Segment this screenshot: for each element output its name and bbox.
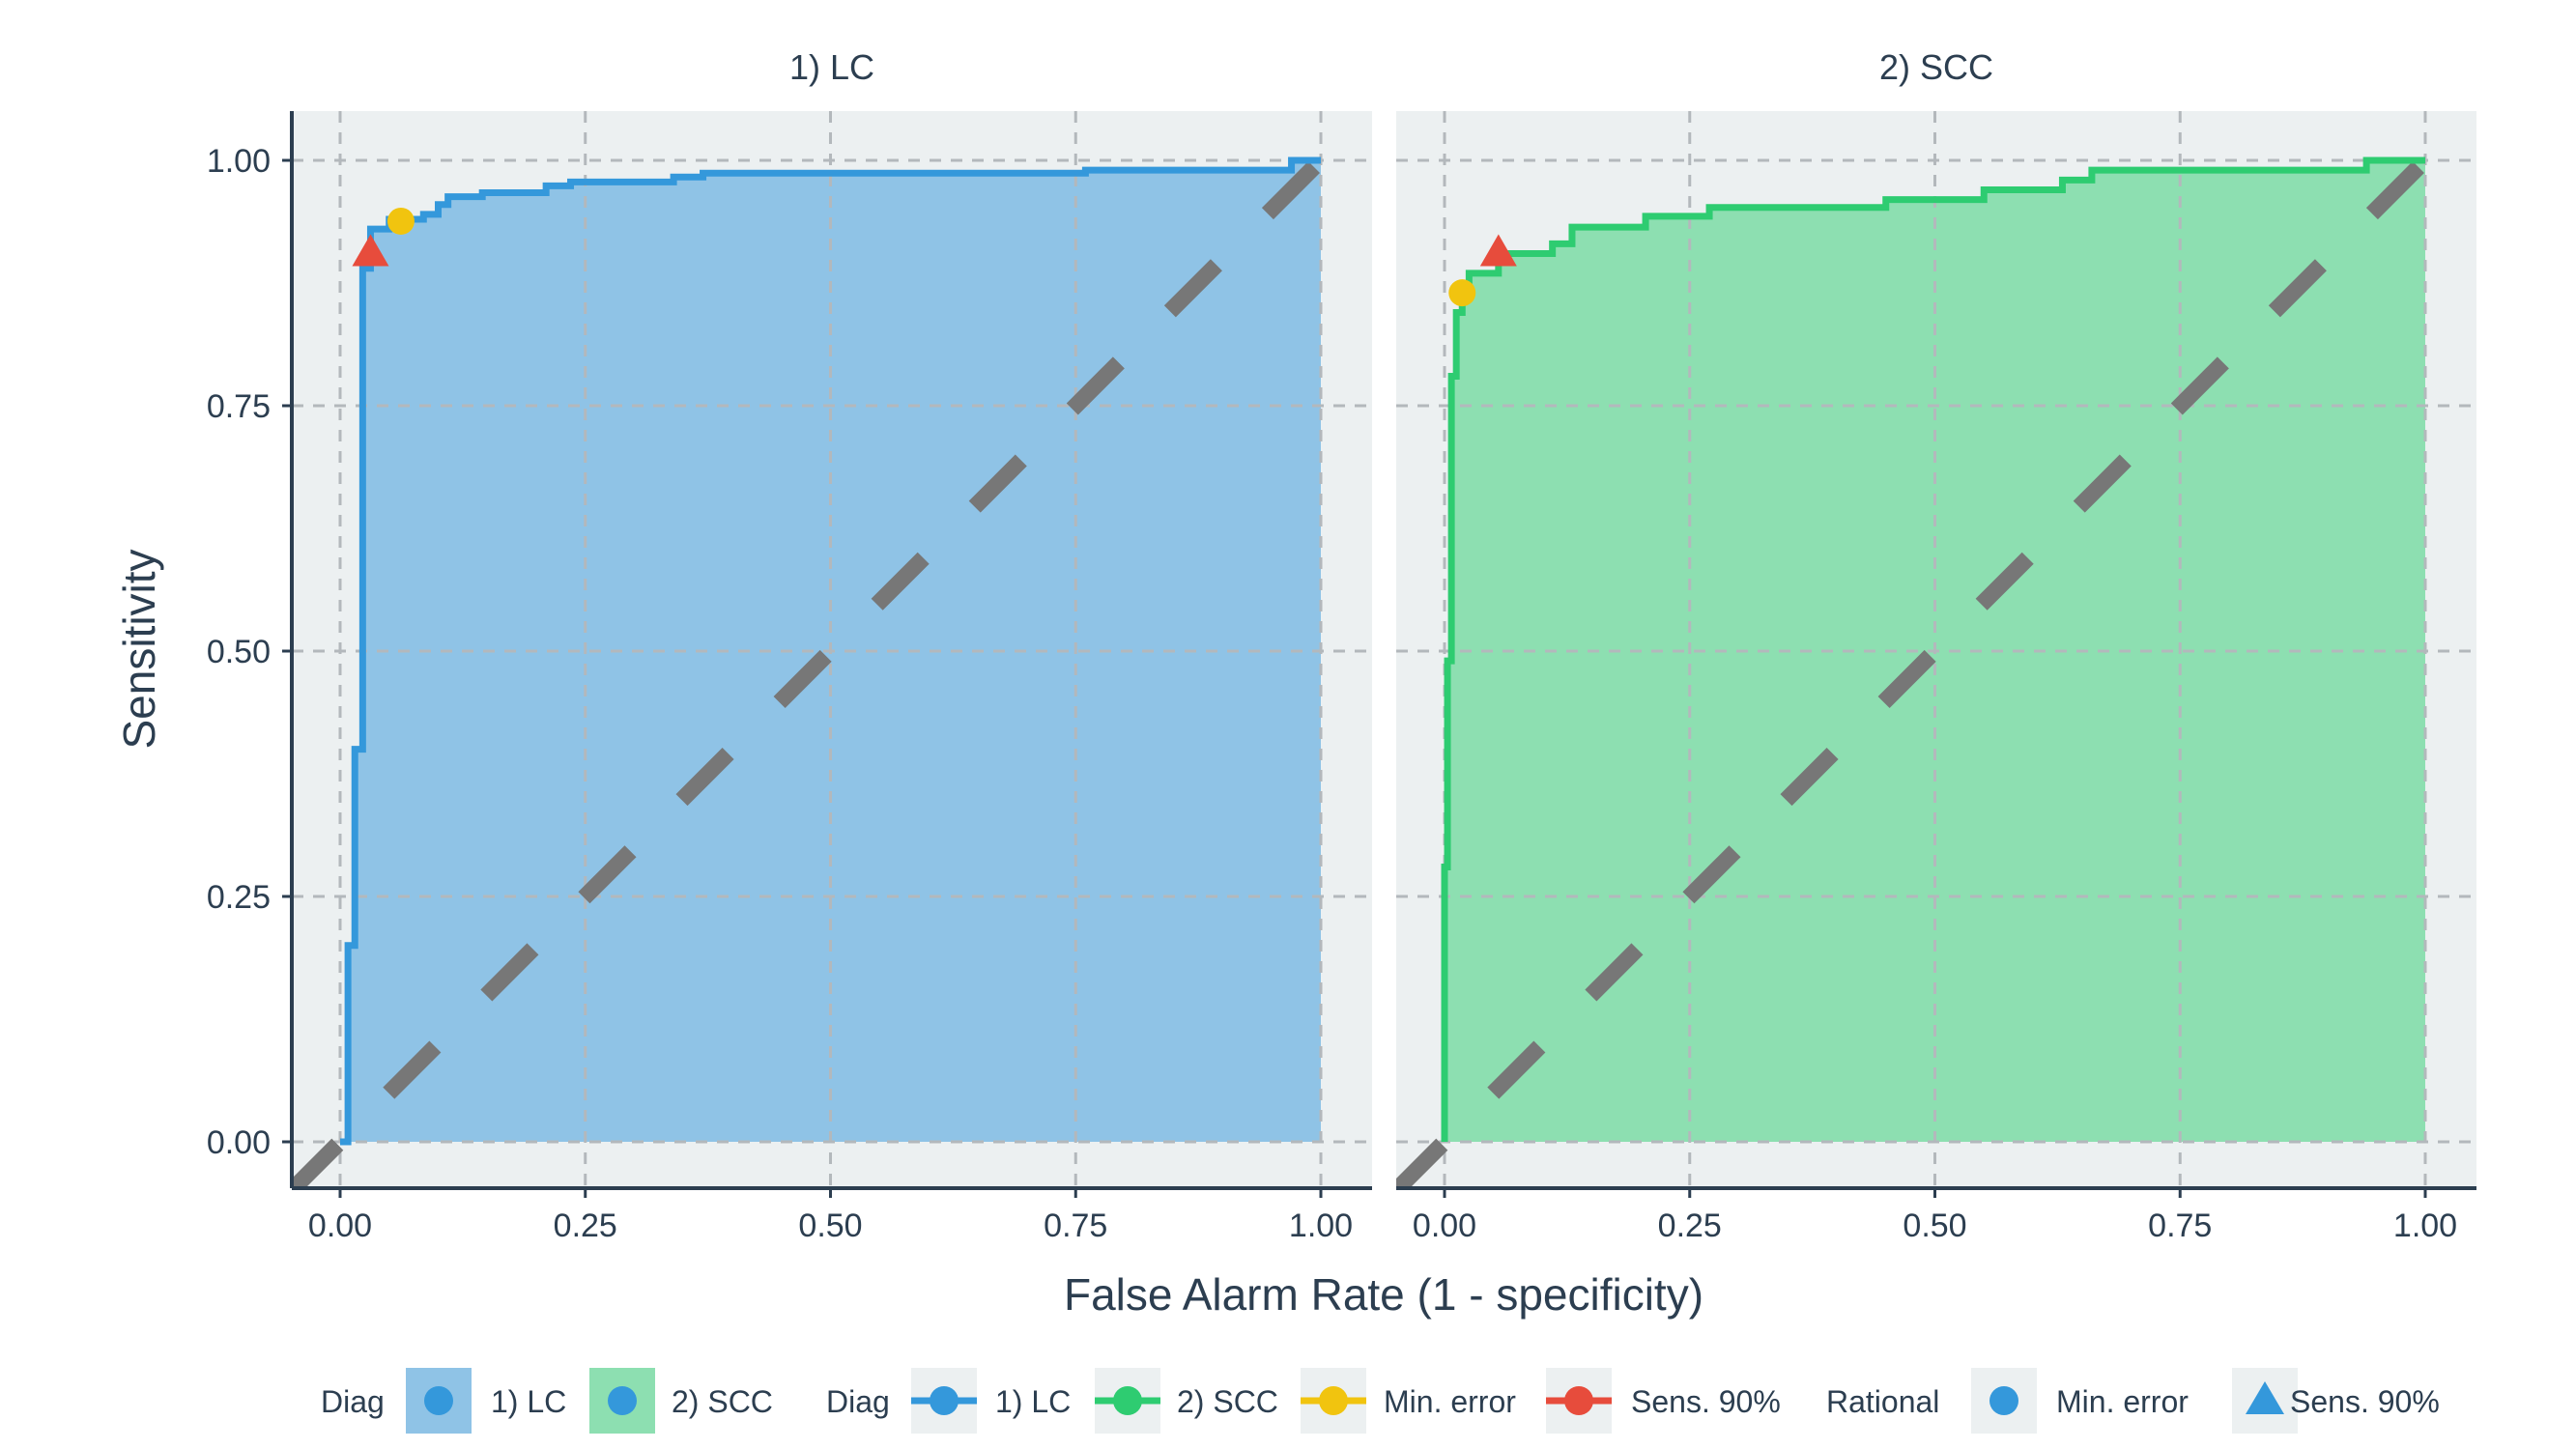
reference-diagonal-group bbox=[1396, 154, 2432, 1188]
panel-strip-title: 2) SCC bbox=[1879, 47, 1993, 87]
legend-label: 2) SCC bbox=[672, 1384, 773, 1419]
reference-diagonal-line bbox=[1396, 154, 2432, 1188]
panel-strip-title: 1) LC bbox=[789, 47, 874, 87]
y-tick-label: 0.75 bbox=[207, 388, 271, 425]
x-axes: 0.00 0.25 0.50 0.75 1.00 0.00 0.25 0.50 0.75 1.00 bbox=[292, 1186, 2476, 1244]
reference-diagonal-group bbox=[292, 154, 1328, 1188]
legend-label: Min. error bbox=[1384, 1384, 1516, 1419]
legend-key-point bbox=[424, 1386, 453, 1415]
legend: Diag 1) LC 2) SCC Diag 1) LC 2) SCC Min. error… bbox=[321, 1368, 2440, 1434]
legend-key-point bbox=[1319, 1386, 1348, 1415]
x-tick-label: 0.25 bbox=[1658, 1208, 1722, 1244]
legend-title: Diag bbox=[321, 1384, 385, 1419]
x-tick-label: 0.50 bbox=[798, 1208, 862, 1244]
legend-key-triangle bbox=[2246, 1381, 2284, 1414]
roc-curve-line bbox=[340, 156, 1321, 1146]
legend-key-circle bbox=[1989, 1386, 2018, 1415]
y-tick-label: 0.25 bbox=[207, 879, 271, 916]
min-error-point bbox=[386, 207, 415, 235]
legend-key-point bbox=[930, 1386, 959, 1415]
x-tick-label: 0.25 bbox=[554, 1208, 617, 1244]
legend-title: Rational bbox=[1826, 1384, 1939, 1419]
sens-90-point bbox=[1479, 234, 1517, 267]
legend-key-point bbox=[1564, 1386, 1593, 1415]
x-tick-label: 0.75 bbox=[2148, 1208, 2212, 1244]
y-tick-label: 0.00 bbox=[207, 1124, 271, 1161]
legend-label: 1) LC bbox=[491, 1384, 566, 1419]
x-tick-label: 0.75 bbox=[1044, 1208, 1107, 1244]
legend-label: Min. error bbox=[2056, 1384, 2189, 1419]
legend-label: Sens. 90% bbox=[2290, 1384, 2440, 1419]
reference-diagonal-line bbox=[292, 154, 1328, 1188]
min-error-point bbox=[1448, 279, 1476, 307]
sens-90-point bbox=[352, 234, 389, 267]
legend-title: Diag bbox=[826, 1384, 890, 1419]
y-axis: 0.00 0.25 0.50 0.75 1.00 bbox=[207, 111, 294, 1188]
panel-lc: 1) LC bbox=[292, 47, 1372, 1188]
legend-key-point bbox=[1113, 1386, 1142, 1415]
x-tick-label: 0.00 bbox=[308, 1208, 372, 1244]
y-tick-label: 1.00 bbox=[207, 143, 271, 180]
legend-label: Sens. 90% bbox=[1631, 1384, 1781, 1419]
y-axis-title: Sensitivity bbox=[114, 549, 164, 749]
y-tick-label: 0.50 bbox=[207, 634, 271, 670]
x-tick-label: 0.00 bbox=[1413, 1208, 1476, 1244]
legend-label: 2) SCC bbox=[1177, 1384, 1278, 1419]
x-tick-label: 1.00 bbox=[1289, 1208, 1353, 1244]
legend-key-point bbox=[608, 1386, 637, 1415]
x-tick-label: 1.00 bbox=[2393, 1208, 2457, 1244]
legend-label: 1) LC bbox=[995, 1384, 1071, 1419]
x-axis-title: False Alarm Rate (1 - specificity) bbox=[1064, 1269, 1703, 1320]
panel-scc: 2) SCC bbox=[1396, 47, 2476, 1188]
roc-curve-line bbox=[1441, 156, 2425, 1142]
x-tick-label: 0.50 bbox=[1903, 1208, 1966, 1244]
